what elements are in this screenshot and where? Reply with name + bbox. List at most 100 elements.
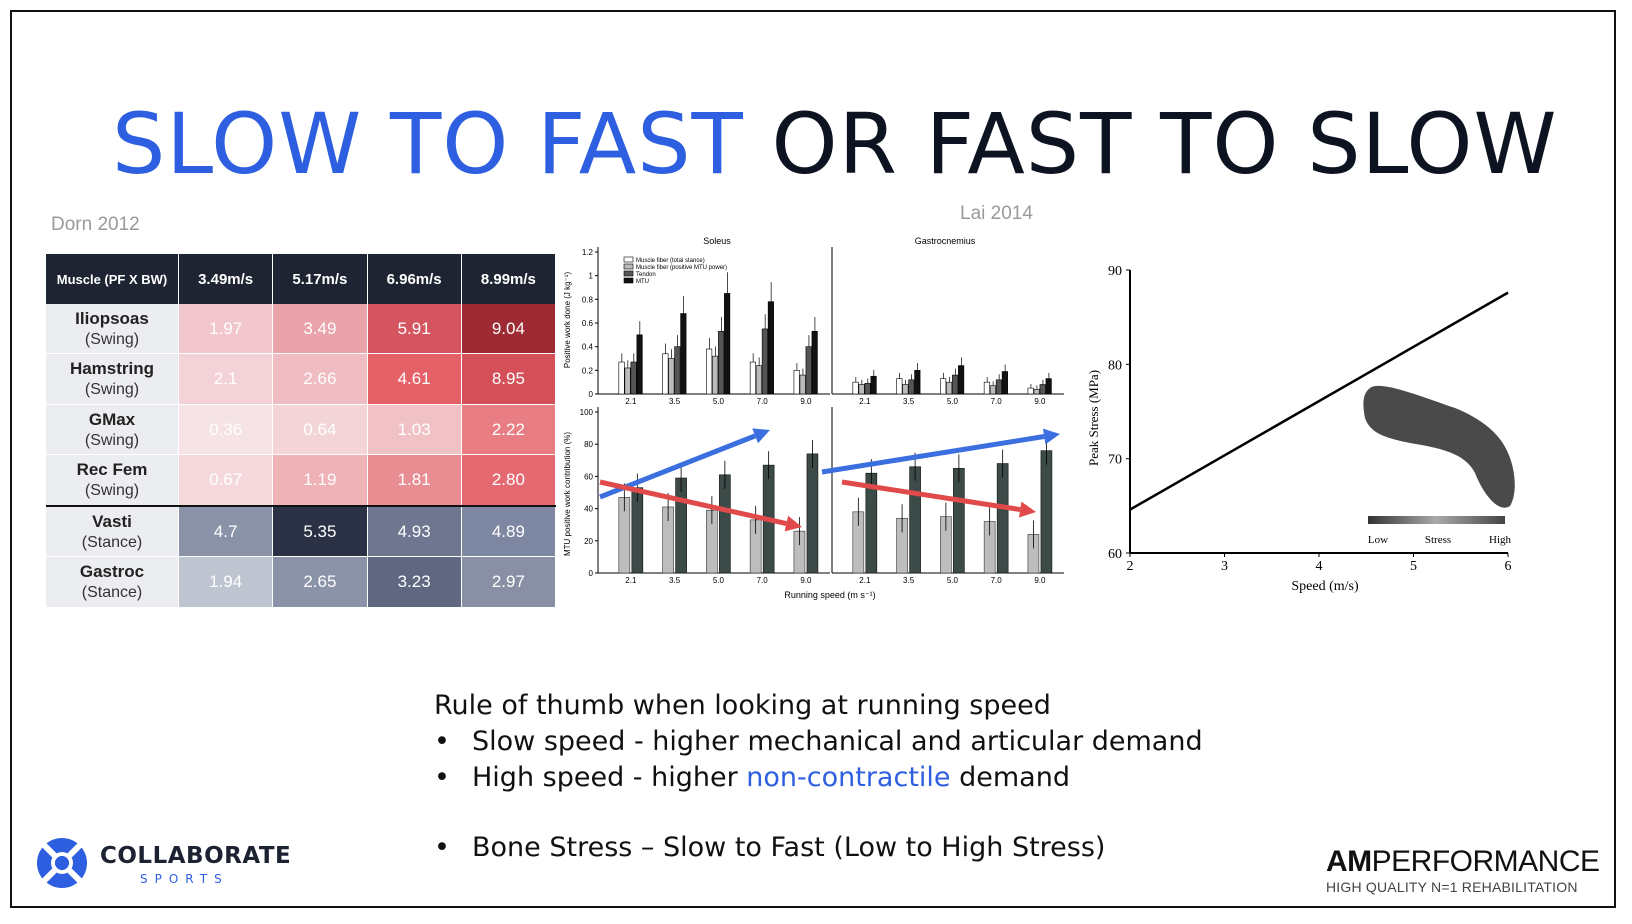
top-y-tick-label: 0 bbox=[589, 390, 594, 399]
lai-legend: Muscle fiber (total stance)Muscle fiber … bbox=[623, 256, 727, 285]
value-cell: 4.61 bbox=[367, 353, 462, 405]
bullet-text-post: demand bbox=[950, 762, 1070, 793]
legend-swatch bbox=[623, 256, 634, 263]
top-x-tick-label: 5.0 bbox=[713, 397, 725, 406]
muscle-name-cell: Rec Fem (Swing) bbox=[46, 454, 179, 507]
dorn-muscle-table: Muscle (PF X BW) 3.49m/s 5.17m/s 6.96m/s 8.9… bbox=[46, 254, 557, 608]
bottom-x-tick-label: 3.5 bbox=[903, 576, 915, 585]
bar-tendon bbox=[761, 328, 768, 395]
value-cell: 2.80 bbox=[461, 454, 557, 507]
bar-mtu bbox=[958, 365, 965, 395]
table-header-row: Muscle (PF X BW) 3.49m/s 5.17m/s 6.96m/s 8.9… bbox=[46, 254, 557, 304]
tendon-increase-arrow-head bbox=[752, 428, 770, 444]
bullet-high-speed: • High speed - higher non-contractile dem… bbox=[434, 760, 1203, 796]
bar-tendon bbox=[864, 383, 871, 395]
muscle-name: Hamstring bbox=[69, 359, 155, 379]
bar-tendon-contribution bbox=[1040, 450, 1053, 574]
value-cell: 2.97 bbox=[461, 556, 557, 608]
am-performance-logo: AMPERFORMANCE HIGH QUALITY N=1 REHABILIT… bbox=[1326, 845, 1600, 895]
fiber-decrease-arrow-head bbox=[784, 515, 802, 532]
bar-tendon-contribution bbox=[806, 453, 819, 574]
bar-fiber-total bbox=[983, 381, 990, 395]
bar-mtu bbox=[724, 293, 731, 395]
bullet-bone-stress: • Bone Stress – Slow to Fast (Low to High… bbox=[434, 830, 1203, 866]
bar-fiber-pos bbox=[712, 355, 719, 395]
top-y-tick-label: 1.2 bbox=[582, 248, 594, 257]
collaborate-logo-icon bbox=[37, 838, 87, 888]
tendon-increase-arrow-head bbox=[1042, 428, 1060, 445]
column-header-speed: 8.99m/s bbox=[461, 254, 557, 304]
value-cell: 2.1 bbox=[178, 353, 274, 405]
bullet-highlight-non-contractile: non-contractile bbox=[746, 762, 951, 793]
bottom-x-tick-label: 2.1 bbox=[625, 576, 637, 585]
bottom-x-tick-label: 5.0 bbox=[947, 576, 959, 585]
stress-y-axis-label: Peak Stress (MPa) bbox=[1086, 370, 1101, 466]
collaborate-sub: SPORTS bbox=[140, 872, 229, 886]
bar-fiber-total bbox=[852, 381, 859, 395]
value-cell: 2.66 bbox=[272, 353, 368, 405]
bottom-y-tick-label: 40 bbox=[584, 505, 593, 514]
title-slow-to-fast: SLOW TO FAST bbox=[112, 95, 744, 193]
value-cell: 4.93 bbox=[367, 504, 462, 558]
takeaway-bullets: Rule of thumb when looking at running sp… bbox=[434, 688, 1203, 866]
am-tagline: HIGH QUALITY N=1 REHABILITATION bbox=[1326, 879, 1578, 895]
bar-tendon-contribution bbox=[675, 477, 687, 574]
stress-x-tick-label: 5 bbox=[1410, 559, 1417, 574]
collaborate-sports-logo: COLLABORATE SPORTS bbox=[34, 835, 291, 895]
bar-fiber-total bbox=[662, 353, 669, 395]
value-cell: 3.23 bbox=[367, 556, 462, 608]
muscle-phase: (Swing) bbox=[84, 330, 140, 348]
muscle-phase: (Swing) bbox=[84, 431, 140, 449]
top-x-tick-label: 9.0 bbox=[800, 397, 812, 406]
slide-title: SLOW TO FAST OR FAST TO SLOW bbox=[112, 95, 1558, 193]
bar-tendon bbox=[674, 346, 681, 395]
column-header-speed: 3.49m/s bbox=[178, 254, 274, 304]
bottom-x-tick-label: 9.0 bbox=[800, 576, 812, 585]
bar-tendon-contribution bbox=[996, 463, 1009, 574]
colorbar-label-stress: Stress bbox=[1425, 534, 1451, 546]
muscle-phase: (Stance) bbox=[81, 584, 143, 602]
bullet-marker: • bbox=[434, 762, 450, 793]
stress-colorbar bbox=[1368, 516, 1505, 524]
bar-tendon-contribution bbox=[909, 466, 921, 574]
value-cell: 0.64 bbox=[272, 404, 368, 456]
table-row: Rec Fem (Swing) 0.67 1.19 1.81 2.80 bbox=[46, 454, 557, 507]
bar-tendon bbox=[1039, 384, 1046, 395]
top-y-tick-label: 0.4 bbox=[582, 343, 594, 352]
bar-mtu bbox=[870, 375, 877, 395]
top-x-tick-label: 3.5 bbox=[669, 397, 681, 406]
bar-fiber-pos bbox=[755, 365, 762, 395]
title-fast-to-slow: FAST TO SLOW bbox=[925, 95, 1558, 193]
muscle-name: Rec Fem bbox=[76, 460, 148, 480]
value-cell: 0.67 bbox=[178, 454, 274, 507]
muscle-name-cell: Gastroc (Stance) bbox=[46, 556, 179, 608]
table-row: Gastroc (Stance) 1.94 2.65 3.23 2.97 bbox=[46, 556, 557, 608]
lai-soleus-gastrocnemius-chart: Soleus Gastrocnemius Positive work done … bbox=[563, 236, 1064, 600]
bar-fiber-total bbox=[706, 348, 713, 395]
panel-title-gastrocnemius: Gastrocnemius bbox=[915, 236, 976, 246]
value-cell: 1.97 bbox=[178, 304, 274, 355]
bullets-intro: Rule of thumb when looking at running sp… bbox=[434, 690, 1051, 721]
stress-y-tick-label: 90 bbox=[1108, 264, 1122, 279]
value-cell: 5.35 bbox=[272, 504, 368, 558]
slide-frame bbox=[10, 10, 1616, 908]
table-row: GMax (Swing) 0.36 0.64 1.03 2.22 bbox=[46, 404, 557, 456]
bar-tendon bbox=[908, 379, 915, 395]
value-cell: 4.7 bbox=[178, 504, 274, 558]
bullet-text-pre: High speed - higher bbox=[472, 762, 747, 793]
bottom-x-tick-label: 7.0 bbox=[757, 576, 769, 585]
bullet-text: Slow speed - higher mechanical and artic… bbox=[472, 726, 1203, 757]
stress-x-tick-label: 2 bbox=[1127, 559, 1134, 574]
table-row: Hamstring (Swing) 2.1 2.66 4.61 8.95 bbox=[46, 353, 557, 405]
bar-fiber-total bbox=[749, 361, 756, 395]
bottom-x-tick-label: 9.0 bbox=[1034, 576, 1046, 585]
colorbar-label-high: High bbox=[1489, 534, 1512, 546]
muscle-name-cell: Vasti (Stance) bbox=[46, 504, 179, 558]
value-cell: 4.89 bbox=[461, 504, 557, 558]
bullet-marker: • bbox=[434, 832, 450, 863]
bar-tendon bbox=[995, 379, 1002, 395]
muscle-name-cell: Iliopsoas (Swing) bbox=[46, 304, 179, 355]
bullet-marker: • bbox=[434, 726, 450, 757]
value-cell: 1.19 bbox=[272, 454, 368, 507]
bar-mtu bbox=[914, 370, 921, 395]
